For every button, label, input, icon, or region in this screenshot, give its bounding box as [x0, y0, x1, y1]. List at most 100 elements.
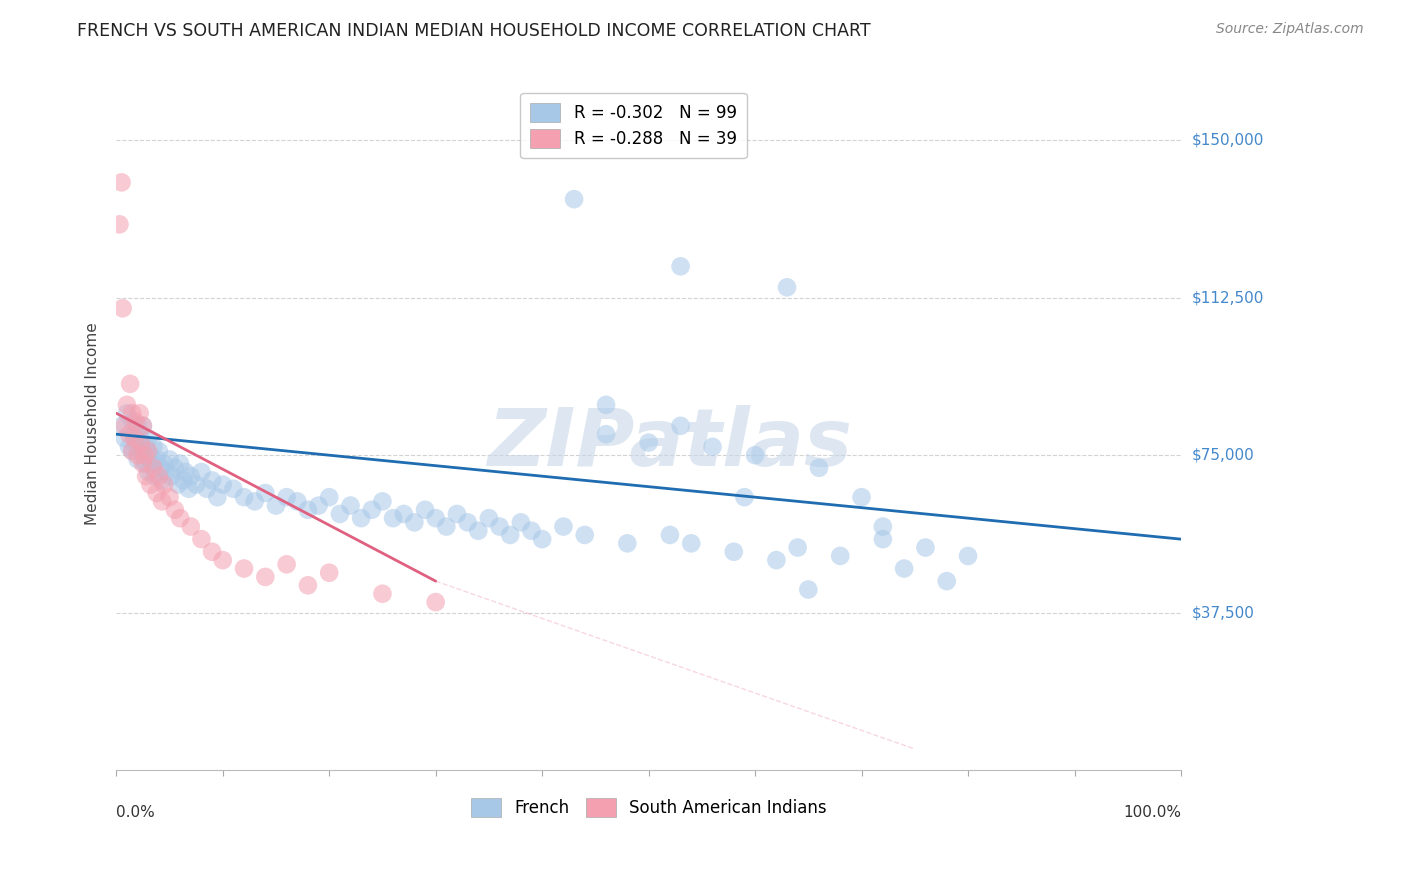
- Point: [595, 398, 617, 412]
- Text: $75,000: $75,000: [1192, 448, 1254, 463]
- Point: [108, 218, 131, 232]
- Point: [131, 435, 153, 450]
- Point: [276, 490, 298, 504]
- Y-axis label: Median Household Income: Median Household Income: [86, 322, 100, 525]
- Point: [169, 457, 191, 471]
- Point: [124, 415, 146, 429]
- Point: [297, 578, 319, 592]
- Text: Source: ZipAtlas.com: Source: ZipAtlas.com: [1216, 22, 1364, 37]
- Point: [562, 192, 585, 206]
- Point: [382, 511, 405, 525]
- Text: FRENCH VS SOUTH AMERICAN INDIAN MEDIAN HOUSEHOLD INCOME CORRELATION CHART: FRENCH VS SOUTH AMERICAN INDIAN MEDIAN H…: [77, 22, 870, 40]
- Point: [184, 477, 207, 491]
- Point: [211, 477, 233, 491]
- Point: [195, 482, 218, 496]
- Point: [637, 435, 659, 450]
- Point: [167, 477, 190, 491]
- Point: [177, 482, 200, 496]
- Point: [935, 574, 957, 588]
- Text: $37,500: $37,500: [1192, 605, 1256, 620]
- Point: [467, 524, 489, 538]
- Point: [201, 545, 224, 559]
- Point: [121, 406, 143, 420]
- Point: [143, 469, 166, 483]
- Point: [329, 507, 352, 521]
- Point: [318, 490, 340, 504]
- Point: [702, 440, 724, 454]
- Point: [160, 469, 183, 483]
- Point: [127, 418, 149, 433]
- Point: [172, 474, 194, 488]
- Point: [413, 502, 436, 516]
- Point: [120, 376, 142, 391]
- Text: ZIPatlas: ZIPatlas: [488, 406, 852, 483]
- Text: $150,000: $150,000: [1192, 133, 1264, 148]
- Point: [404, 516, 426, 530]
- Point: [159, 452, 181, 467]
- Point: [124, 431, 146, 445]
- Point: [136, 431, 159, 445]
- Point: [243, 494, 266, 508]
- Point: [128, 427, 150, 442]
- Point: [163, 460, 186, 475]
- Point: [478, 511, 501, 525]
- Point: [141, 457, 163, 471]
- Point: [723, 545, 745, 559]
- Point: [129, 444, 152, 458]
- Point: [150, 460, 173, 475]
- Legend: French, South American Indians: French, South American Indians: [464, 791, 834, 824]
- Point: [285, 494, 308, 508]
- Point: [148, 444, 170, 458]
- Point: [132, 457, 155, 471]
- Point: [733, 490, 755, 504]
- Point: [830, 549, 852, 563]
- Point: [371, 587, 394, 601]
- Point: [434, 519, 457, 533]
- Point: [163, 502, 186, 516]
- Point: [114, 431, 136, 445]
- Point: [150, 494, 173, 508]
- Point: [360, 502, 382, 516]
- Text: 0.0%: 0.0%: [117, 805, 155, 820]
- Point: [145, 452, 167, 467]
- Point: [115, 406, 138, 420]
- Point: [371, 494, 394, 508]
- Point: [132, 418, 155, 433]
- Point: [957, 549, 980, 563]
- Point: [129, 435, 152, 450]
- Point: [574, 528, 596, 542]
- Point: [744, 448, 766, 462]
- Point: [118, 440, 141, 454]
- Point: [914, 541, 936, 555]
- Point: [121, 444, 143, 458]
- Point: [488, 519, 510, 533]
- Point: [134, 457, 156, 471]
- Point: [776, 280, 799, 294]
- Point: [669, 260, 692, 274]
- Text: 100.0%: 100.0%: [1123, 805, 1181, 820]
- Point: [669, 418, 692, 433]
- Point: [658, 528, 681, 542]
- Point: [124, 435, 146, 450]
- Point: [786, 541, 808, 555]
- Point: [276, 558, 298, 572]
- Point: [350, 511, 373, 525]
- Point: [457, 516, 479, 530]
- Point: [110, 418, 132, 433]
- Point: [180, 469, 202, 483]
- Point: [254, 486, 277, 500]
- Point: [180, 519, 202, 533]
- Text: $112,500: $112,500: [1192, 290, 1264, 305]
- Point: [201, 474, 224, 488]
- Point: [190, 465, 212, 479]
- Point: [118, 427, 141, 442]
- Point: [155, 465, 177, 479]
- Point: [531, 532, 554, 546]
- Point: [139, 448, 162, 462]
- Point: [135, 440, 157, 454]
- Point: [222, 482, 245, 496]
- Point: [553, 519, 575, 533]
- Point: [765, 553, 787, 567]
- Point: [499, 528, 522, 542]
- Point: [121, 444, 143, 458]
